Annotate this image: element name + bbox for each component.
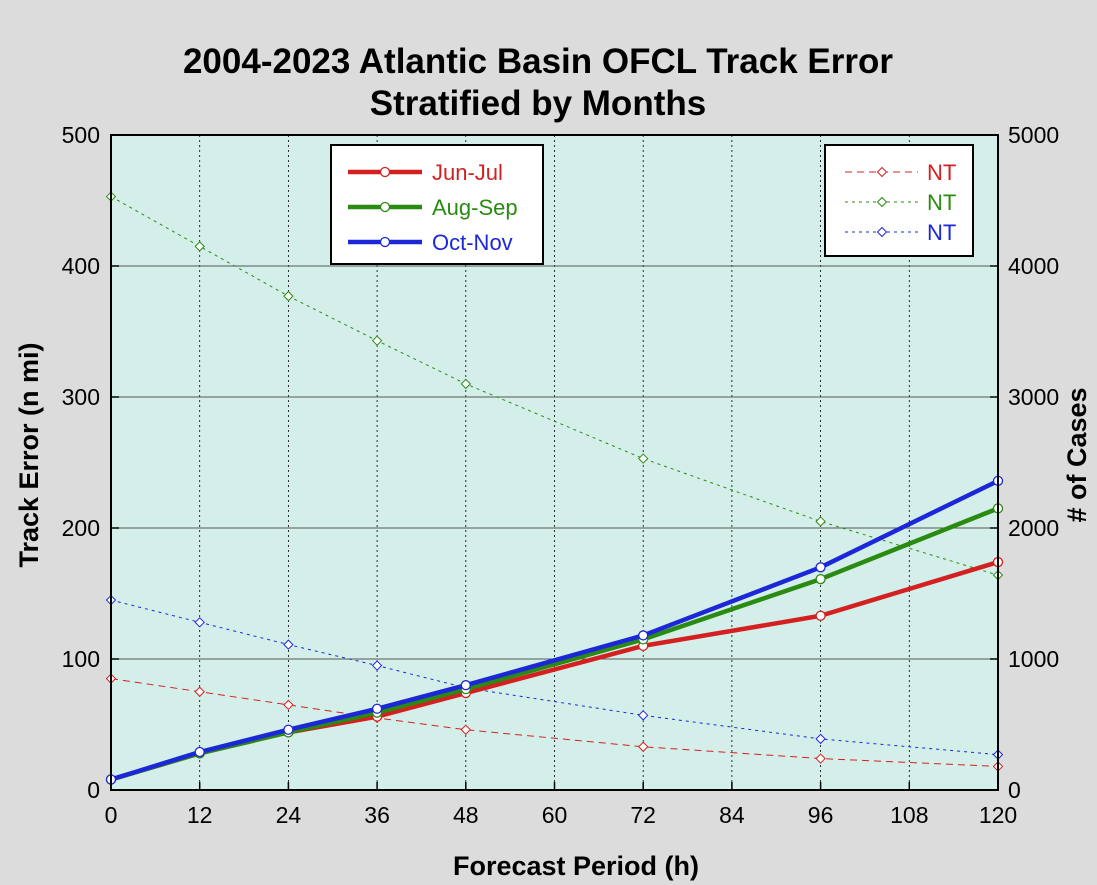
- cases-series-line: [110, 599, 999, 756]
- legend-marker: [379, 166, 391, 178]
- error-series-point: [638, 630, 649, 641]
- y-tick-label: 300: [62, 384, 100, 410]
- cases-series-point: [815, 733, 826, 745]
- y2-tick-label: 3000: [1008, 384, 1059, 410]
- y2-tick-label: 5000: [1008, 122, 1059, 148]
- cases-series-point: [194, 686, 205, 697]
- x-tick-label: 84: [719, 802, 745, 828]
- x-tick-label: 60: [542, 802, 568, 828]
- y2-tick-label: 2000: [1008, 515, 1059, 541]
- legend-label: Jun-Jul: [432, 160, 503, 185]
- legend-cases-box: [824, 144, 974, 257]
- y2-tick-label: 0: [1008, 777, 1021, 803]
- error-series-point: [194, 746, 205, 758]
- legend-marker: [379, 236, 391, 248]
- legend-track-error: Jun-Jul Aug-Sep Oct-Nov: [330, 144, 544, 265]
- legend-marker: [379, 201, 391, 213]
- x-tick-label: 0: [105, 802, 118, 828]
- error-series-point: [815, 610, 826, 621]
- cases-series-point: [815, 753, 826, 764]
- legend-label: NT: [927, 190, 956, 215]
- y2-axis-label: # of Cases: [1062, 387, 1092, 522]
- cases-series-point: [637, 710, 649, 721]
- cases-series-point: [815, 516, 826, 527]
- chart-subtitle: Stratified by Months: [370, 84, 706, 123]
- cases-series-point: [371, 660, 383, 671]
- error-series-point: [815, 573, 826, 585]
- cases-series-point: [371, 335, 383, 346]
- error-series-point: [371, 703, 383, 714]
- cases-series-point: [283, 699, 294, 711]
- y2-tick-label: 1000: [1008, 646, 1059, 672]
- cases-series-point: [637, 453, 649, 464]
- error-series-point: [815, 562, 826, 573]
- x-tick-label: 108: [890, 802, 928, 828]
- cases-series-point: [637, 741, 649, 752]
- cases-series-line: [110, 196, 999, 576]
- x-tick-label: 36: [364, 802, 390, 828]
- y-tick-label: 500: [62, 122, 100, 148]
- legend-label: NT: [927, 220, 956, 245]
- cases-series-point: [460, 378, 472, 390]
- y-axis-ticks: 0 100 200 300 400 500: [62, 122, 119, 803]
- x-tick-label: 48: [453, 802, 479, 828]
- x-axis-ticks: 0 12 24 36 48 60 72 84 96 108 120: [105, 782, 1017, 828]
- x-tick-label: 72: [630, 802, 656, 828]
- y2-axis-ticks: 0 1000 2000 3000 4000 5000: [990, 122, 1059, 803]
- y-tick-label: 400: [62, 253, 100, 279]
- x-tick-label: 120: [979, 802, 1017, 828]
- chart-title: 2004-2023 Atlantic Basin OFCL Track Erro…: [183, 42, 893, 81]
- cases-series-point: [283, 290, 294, 302]
- y-tick-label: 200: [62, 515, 100, 541]
- cases-series-point: [460, 724, 472, 735]
- x-tick-label: 96: [808, 802, 834, 828]
- x-tick-label: 12: [187, 802, 213, 828]
- cases-series-point: [194, 617, 205, 628]
- y2-tick-label: 4000: [1008, 253, 1059, 279]
- track-error-lines: [105, 475, 1004, 785]
- error-series-line: [110, 478, 999, 782]
- error-series-point: [460, 680, 471, 691]
- legend-marker: [876, 226, 888, 238]
- x-axis-label: Forecast Period (h): [453, 851, 699, 881]
- x-tick-label: 24: [276, 802, 302, 828]
- cases-series-point: [194, 241, 205, 252]
- legend-label: Aug-Sep: [432, 195, 518, 220]
- legend-cases: NT NT NT: [824, 144, 974, 257]
- error-series-point: [283, 724, 294, 735]
- y-tick-label: 0: [87, 777, 100, 803]
- legend-marker: [876, 196, 888, 208]
- grid-lines: [111, 135, 998, 790]
- y-tick-label: 100: [62, 646, 100, 672]
- cases-series-point: [283, 639, 294, 650]
- legend-label: Oct-Nov: [432, 230, 513, 255]
- cases-series-line: [110, 678, 999, 767]
- legend-label: NT: [927, 160, 956, 185]
- legend-marker: [876, 166, 888, 178]
- y-axis-label: Track Error (n mi): [14, 342, 44, 567]
